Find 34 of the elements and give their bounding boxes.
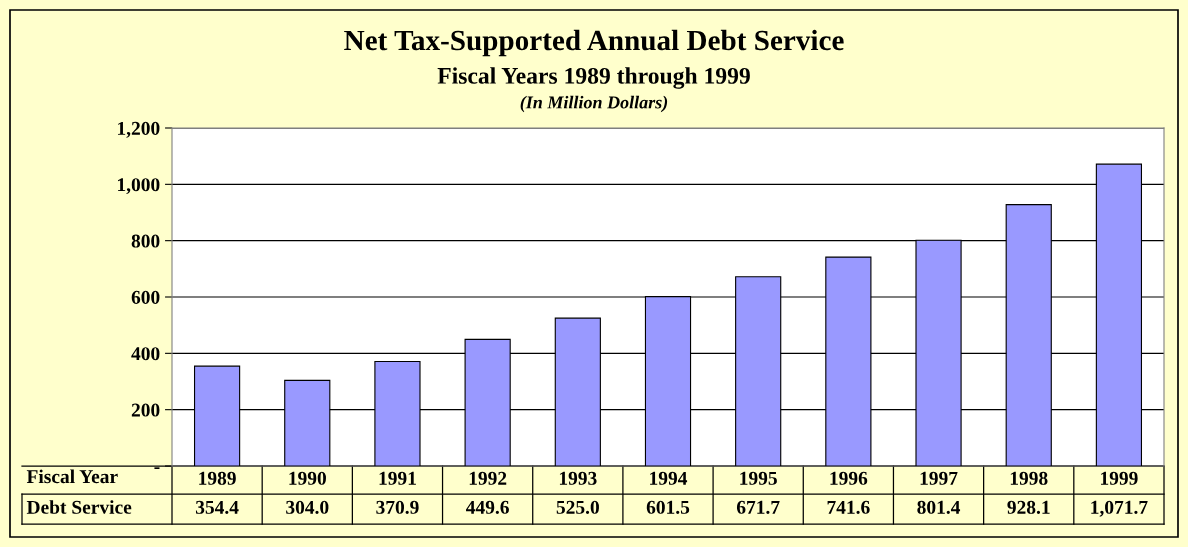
x-tick-label: 1997 xyxy=(920,471,958,485)
data-label: 1,071.7 xyxy=(1091,500,1148,517)
data-label: 354.4 xyxy=(195,500,239,514)
data-label: 801.4 xyxy=(917,500,961,514)
data-label: 449.6 xyxy=(466,500,509,514)
x-tick-label: 1993 xyxy=(559,471,597,485)
data-label: 370.9 xyxy=(376,500,419,514)
data-label: 601.5 xyxy=(646,500,690,514)
x-tick-label: 1989 xyxy=(199,471,236,485)
x-tick-label: 1999 xyxy=(1101,471,1138,485)
x-tick-label: 1995 xyxy=(740,471,777,485)
x-tick-label: 1996 xyxy=(830,471,868,485)
x-tick-label: 1998 xyxy=(1010,471,1048,485)
y-tick-label: 400 xyxy=(131,347,160,361)
text: (In Million Dollars) xyxy=(520,95,668,113)
data-label: 928.1 xyxy=(1007,500,1050,514)
y-tick-label: - xyxy=(154,467,160,469)
y-tick-label: 800 xyxy=(131,234,160,248)
x-tick-label: 1994 xyxy=(650,471,688,485)
data-label: 304.0 xyxy=(286,500,329,514)
chart-subtitle: Fiscal Years 1989 through 1999 xyxy=(437,67,750,89)
y-tick-label: 200 xyxy=(131,403,160,417)
x-tick-label: 1992 xyxy=(469,471,507,485)
x-axis-title: Fiscal Year xyxy=(26,469,118,484)
chart-title: Net Tax-Supported Annual Debt Service xyxy=(344,29,844,57)
data-label: 741.6 xyxy=(827,500,870,514)
y-tick-label: 600 xyxy=(131,290,160,304)
text: Debt Service xyxy=(26,500,132,514)
x-tick-label: 1991 xyxy=(379,471,416,485)
x-tick-label: 1990 xyxy=(289,471,326,485)
y-tick-label: 1,000 xyxy=(118,178,160,195)
data-label: 525.0 xyxy=(556,500,599,514)
y-tick-label: 1,200 xyxy=(118,121,160,138)
data-label: 671.7 xyxy=(736,500,780,514)
